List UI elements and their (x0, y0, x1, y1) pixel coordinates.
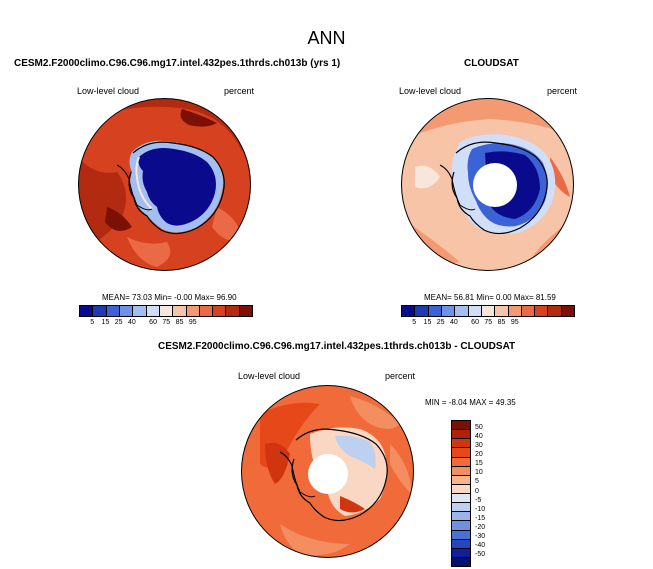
colorbar-swatch (452, 556, 470, 566)
colorbar-tick-label: -5 (475, 496, 482, 504)
colorbar-tick-label: 5 (412, 319, 417, 326)
colorbar-swatch (452, 520, 470, 530)
colorbar-swatch (480, 306, 495, 316)
colorbar-swatch (452, 474, 470, 484)
colorbar-tick-label: 75 (484, 319, 493, 326)
colorbar-tick-label: -15 (475, 514, 486, 522)
diff-units-label: percent (385, 371, 416, 381)
colorbar-tick-label: 5 (90, 319, 95, 326)
model-polar-map (78, 98, 251, 271)
colorbar-tick-label: -40 (475, 541, 486, 549)
colorbar-tick-label: 25 (436, 319, 445, 326)
obs-polar-map (401, 98, 574, 271)
colorbar-swatch (452, 465, 470, 475)
colorbar-swatch (238, 306, 253, 316)
diff-panel-title: CESM2.F2000climo.C96.C96.mg17.intel.432p… (158, 341, 516, 352)
colorbar-swatch (185, 306, 199, 316)
diff-stats: MIN = -8.04 MAX = 49.35 (425, 398, 516, 407)
diff-polar-map (241, 385, 414, 558)
obs-panel-title: CLOUDSAT (464, 58, 519, 69)
colorbar-tick-label: 40 (450, 319, 458, 326)
colorbar-swatch (534, 306, 548, 316)
colorbar-tick-label: 60 (149, 319, 157, 326)
obs-stats: MEAN= 56.81 Min= 0.00 Max= 81.59 (424, 293, 556, 302)
model-colorbar (79, 305, 253, 317)
colorbar-tick-label: -50 (475, 550, 486, 558)
colorbar-swatch (145, 306, 159, 316)
colorbar-swatch (452, 502, 470, 512)
colorbar-swatch (158, 306, 173, 316)
colorbar-swatch (427, 306, 441, 316)
colorbar-tick-label: 15 (475, 460, 483, 468)
colorbar-tick-label: 15 (423, 319, 432, 326)
colorbar-swatch (507, 306, 521, 316)
colorbar-tick-label: 75 (162, 319, 171, 326)
colorbar-tick-label: 5 (475, 478, 479, 486)
colorbar-swatch (452, 429, 470, 439)
colorbar-swatch (452, 547, 470, 557)
colorbar-swatch (80, 306, 93, 316)
colorbar-swatch (467, 306, 481, 316)
colorbar-tick-label: 25 (114, 319, 123, 326)
colorbar-tick-label: 50 (475, 424, 483, 432)
colorbar-swatch (454, 306, 468, 316)
colorbar-swatch (452, 438, 470, 448)
colorbar-tick-label: 0 (475, 487, 479, 495)
colorbar-swatch (520, 306, 535, 316)
colorbar-swatch (414, 306, 428, 316)
obs-colorbar (401, 305, 575, 317)
colorbar-swatch (452, 538, 470, 548)
model-stats: MEAN= 73.03 Min= -0.00 Max= 96.90 (102, 293, 237, 302)
colorbar-tick-label: 95 (510, 319, 519, 326)
colorbar-tick-label: 60 (471, 319, 479, 326)
colorbar-tick-label: 15 (101, 319, 110, 326)
colorbar-tick-label: 85 (497, 319, 506, 326)
colorbar-swatch (198, 306, 213, 316)
colorbar-tick-label: 10 (475, 469, 483, 477)
colorbar-tick-label: -10 (475, 505, 486, 513)
diff-colorbar (451, 420, 471, 567)
colorbar-tick-label: 30 (475, 442, 483, 450)
colorbar-swatch (402, 306, 415, 316)
colorbar-swatch (92, 306, 106, 316)
colorbar-swatch (452, 456, 470, 466)
diff-variable-label: Low-level cloud (238, 371, 301, 381)
colorbar-swatch (452, 529, 470, 539)
obs-variable-label: Low-level cloud (399, 86, 462, 96)
model-units-label: percent (224, 86, 255, 96)
colorbar-swatch (452, 421, 470, 430)
colorbar-swatch (494, 306, 508, 316)
colorbar-swatch (452, 483, 470, 493)
colorbar-swatch (560, 306, 575, 316)
colorbar-tick-label: 40 (475, 433, 483, 441)
colorbar-swatch (440, 306, 455, 316)
colorbar-swatch (212, 306, 226, 316)
colorbar-tick-label: 40 (128, 319, 136, 326)
colorbar-swatch (118, 306, 133, 316)
colorbar-swatch (105, 306, 119, 316)
colorbar-swatch (225, 306, 239, 316)
colorbar-swatch (452, 447, 470, 457)
colorbar-tick-label: 20 (475, 451, 483, 459)
colorbar-tick-label: -30 (475, 532, 486, 540)
colorbar-swatch (547, 306, 561, 316)
colorbar-swatch (452, 511, 470, 521)
colorbar-swatch (132, 306, 146, 316)
colorbar-swatch (452, 493, 470, 503)
colorbar-tick-label: 85 (175, 319, 184, 326)
model-panel-title: CESM2.F2000climo.C96.C96.mg17.intel.432p… (14, 58, 341, 69)
colorbar-tick-label: 95 (188, 319, 197, 326)
colorbar-tick-label: -20 (475, 523, 486, 531)
model-variable-label: Low-level cloud (77, 86, 140, 96)
obs-units-label: percent (547, 86, 578, 96)
figure-title: ANN (307, 28, 346, 48)
colorbar-swatch (172, 306, 186, 316)
